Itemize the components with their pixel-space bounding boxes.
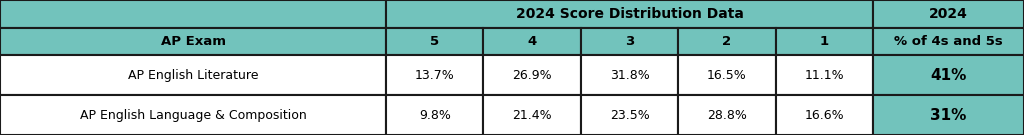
Text: 2024 Score Distribution Data: 2024 Score Distribution Data [515,7,743,21]
Text: 5: 5 [430,35,439,48]
Bar [872,95,1024,135]
Text: 13.7%: 13.7% [415,69,455,82]
Text: 21.4%: 21.4% [512,109,552,122]
Bar [0,55,386,95]
Bar [386,0,872,28]
Bar [775,28,872,55]
Bar [872,55,1024,95]
Text: 41%: 41% [930,68,967,83]
Text: 16.5%: 16.5% [707,69,746,82]
Bar [678,28,775,55]
Text: 23.5%: 23.5% [609,109,649,122]
Text: AP Exam: AP Exam [161,35,225,48]
Bar [872,28,1024,55]
Text: 31%: 31% [930,108,967,123]
Bar [386,28,483,55]
Bar [581,95,678,135]
Bar [775,55,872,95]
Bar [386,95,483,135]
Bar [581,28,678,55]
Bar [581,55,678,95]
Text: 16.6%: 16.6% [805,109,844,122]
Text: 31.8%: 31.8% [609,69,649,82]
Text: 9.8%: 9.8% [419,109,451,122]
Text: 26.9%: 26.9% [512,69,552,82]
Bar [483,55,581,95]
Text: % of 4s and 5s: % of 4s and 5s [894,35,1002,48]
Text: 2024: 2024 [929,7,968,21]
Bar [775,95,872,135]
Text: 2: 2 [722,35,731,48]
Text: AP English Literature: AP English Literature [128,69,258,82]
Bar [872,0,1024,28]
Bar [678,95,775,135]
Bar [0,28,386,55]
Bar [0,0,386,28]
Text: 1: 1 [819,35,828,48]
Text: 3: 3 [625,35,634,48]
Text: 4: 4 [527,35,537,48]
Text: 28.8%: 28.8% [707,109,746,122]
Bar [0,95,386,135]
Text: AP English Language & Composition: AP English Language & Composition [80,109,306,122]
Text: 11.1%: 11.1% [805,69,844,82]
Bar [483,95,581,135]
Bar [386,55,483,95]
Bar [483,28,581,55]
Bar [678,55,775,95]
